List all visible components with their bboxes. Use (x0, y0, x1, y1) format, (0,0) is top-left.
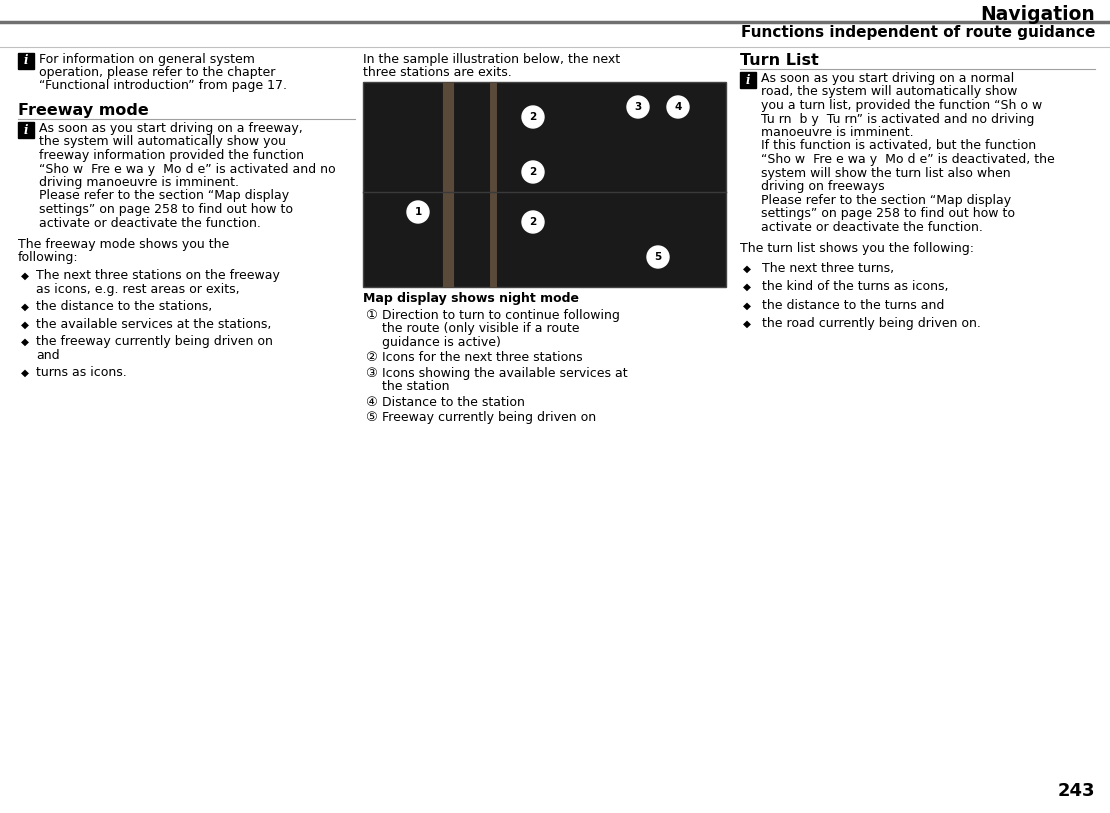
Text: activate or deactivate the function.: activate or deactivate the function. (39, 216, 261, 229)
Text: The turn list shows you the following:: The turn list shows you the following: (740, 242, 973, 255)
Text: ◆: ◆ (743, 319, 751, 329)
Bar (18, 122, 34, 138)
Text: 3: 3 (635, 102, 642, 112)
Text: the distance to the stations,: the distance to the stations, (36, 300, 212, 313)
Text: manoeuvre is imminent.: manoeuvre is imminent. (761, 126, 914, 139)
Text: Map display shows night mode: Map display shows night mode (363, 292, 579, 305)
Text: The next three turns,: The next three turns, (761, 262, 895, 275)
Text: turns as icons.: turns as icons. (36, 366, 127, 379)
Text: Navigation: Navigation (980, 5, 1094, 24)
Text: The next three stations on the freeway: The next three stations on the freeway (36, 269, 280, 282)
Text: the kind of the turns as icons,: the kind of the turns as icons, (761, 280, 949, 293)
Circle shape (647, 246, 669, 268)
Text: system will show the turn list also when: system will show the turn list also when (761, 167, 1010, 180)
Text: i: i (746, 73, 750, 86)
Text: the system will automatically show you: the system will automatically show you (39, 136, 286, 149)
Text: Distance to the station: Distance to the station (382, 395, 525, 408)
Bar (740, 72, 756, 88)
Text: as icons, e.g. rest areas or exits,: as icons, e.g. rest areas or exits, (36, 282, 240, 295)
Text: 5: 5 (655, 252, 662, 262)
Text: you a turn list, provided the function “Sh o w: you a turn list, provided the function “… (761, 99, 1042, 112)
Text: 2: 2 (529, 167, 536, 177)
Text: ◆: ◆ (21, 271, 29, 281)
Text: Icons for the next three stations: Icons for the next three stations (382, 351, 583, 364)
Text: 1: 1 (414, 207, 422, 217)
Text: driving on freeways: driving on freeways (761, 180, 885, 193)
Text: 2: 2 (529, 217, 536, 227)
Text: the route (only visible if a route: the route (only visible if a route (382, 322, 579, 335)
Text: ◆: ◆ (21, 302, 29, 312)
Text: In the sample illustration below, the next
three stations are exits.: In the sample illustration below, the ne… (363, 53, 620, 79)
Circle shape (627, 96, 649, 118)
Text: the distance to the turns and: the distance to the turns and (761, 298, 945, 311)
Text: ④: ④ (365, 395, 377, 408)
Circle shape (522, 211, 544, 233)
Text: freeway information provided the function: freeway information provided the functio… (39, 149, 304, 162)
Text: The freeway mode shows you the
following:: The freeway mode shows you the following… (18, 238, 230, 264)
Circle shape (522, 106, 544, 128)
Text: As soon as you start driving on a freeway,: As soon as you start driving on a freewa… (39, 122, 303, 135)
Text: 2: 2 (529, 112, 536, 122)
Text: i: i (23, 124, 28, 137)
Bar (18, 53, 34, 69)
Text: ◆: ◆ (743, 263, 751, 273)
Text: “Sho w  Fre e wa y  Mo d e” is activated and no: “Sho w Fre e wa y Mo d e” is activated a… (39, 163, 335, 176)
Text: settings” on page 258 to find out how to: settings” on page 258 to find out how to (761, 207, 1015, 220)
Text: Tu rn  b y  Tu rn” is activated and no driving: Tu rn b y Tu rn” is activated and no dri… (761, 112, 1035, 125)
Text: road, the system will automatically show: road, the system will automatically show (761, 85, 1018, 98)
Text: ◆: ◆ (21, 337, 29, 347)
Text: guidance is active): guidance is active) (382, 336, 501, 349)
Text: Freeway mode: Freeway mode (18, 103, 149, 118)
Text: the road currently being driven on.: the road currently being driven on. (761, 317, 981, 330)
Text: i: i (23, 54, 28, 67)
Text: and: and (36, 349, 60, 362)
Circle shape (522, 161, 544, 183)
Text: As soon as you start driving on a normal: As soon as you start driving on a normal (761, 72, 1015, 85)
Text: the station: the station (382, 380, 450, 393)
Circle shape (667, 96, 689, 118)
Text: the available services at the stations,: the available services at the stations, (36, 318, 271, 331)
Text: ②: ② (365, 351, 377, 364)
Text: For information on general system
operation, please refer to the chapter
“Functi: For information on general system operat… (39, 53, 287, 92)
Text: driving manoeuvre is imminent.: driving manoeuvre is imminent. (39, 176, 239, 189)
Text: ③: ③ (365, 367, 377, 380)
Text: Turn List: Turn List (740, 53, 819, 68)
Text: activate or deactivate the function.: activate or deactivate the function. (761, 220, 982, 233)
Text: Please refer to the section “Map display: Please refer to the section “Map display (761, 193, 1011, 207)
Text: Functions independent of route guidance: Functions independent of route guidance (740, 25, 1094, 40)
Text: ①: ① (365, 308, 377, 321)
Text: “Sho w  Fre e wa y  Mo d e” is deactivated, the: “Sho w Fre e wa y Mo d e” is deactivated… (761, 153, 1054, 166)
Text: Icons showing the available services at: Icons showing the available services at (382, 367, 627, 380)
Text: ◆: ◆ (21, 320, 29, 329)
Text: Please refer to the section “Map display: Please refer to the section “Map display (39, 189, 289, 202)
Text: ◆: ◆ (21, 368, 29, 378)
Text: ◆: ◆ (743, 282, 751, 292)
Text: Freeway currently being driven on: Freeway currently being driven on (382, 411, 596, 424)
Text: Direction to turn to continue following: Direction to turn to continue following (382, 308, 619, 321)
Text: the freeway currently being driven on: the freeway currently being driven on (36, 335, 273, 348)
Text: 243: 243 (1058, 782, 1094, 800)
Circle shape (407, 201, 428, 223)
Text: If this function is activated, but the function: If this function is activated, but the f… (761, 140, 1036, 153)
Bar (363, 82, 726, 287)
Text: 4: 4 (674, 102, 682, 112)
Text: ⑤: ⑤ (365, 411, 377, 424)
Text: ◆: ◆ (743, 301, 751, 311)
Text: settings” on page 258 to find out how to: settings” on page 258 to find out how to (39, 203, 293, 216)
